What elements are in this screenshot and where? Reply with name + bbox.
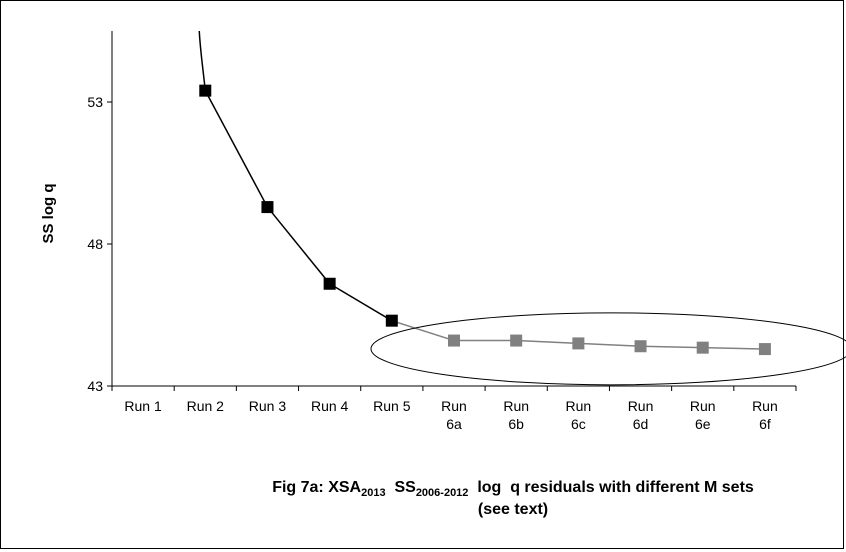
x-tick-label-line: Run 4: [311, 398, 349, 414]
x-tick-label-line: 6b: [508, 416, 524, 432]
y-axis-title: SS log q: [40, 184, 57, 244]
data-point-run-2: [199, 84, 212, 97]
series-line-segment: [640, 345, 703, 349]
highlight-ellipse: [370, 312, 846, 386]
caption-subscript-2: 2006-2012: [416, 487, 469, 499]
series-line-segment: [266, 206, 331, 285]
data-point-run-5: [385, 314, 398, 327]
data-point-run-6c: [572, 337, 585, 350]
axes: [111, 31, 796, 387]
x-tick-label: Run 6e: [690, 398, 716, 432]
x-tick-label: Run 6a: [441, 398, 467, 432]
x-tick-label: Run 3: [249, 398, 287, 414]
series-line-segment: [516, 339, 579, 345]
x-tick-label-line: Run 2: [187, 398, 225, 414]
series-line-segment: [391, 319, 455, 342]
caption-part-1: Fig 7a: XSA: [272, 479, 361, 496]
x-tick-label: Run 6f: [752, 398, 778, 432]
data-point-run-6d: [634, 340, 647, 353]
x-tick-label-line: 6a: [446, 416, 462, 432]
data-point-run-3: [261, 201, 274, 214]
x-tick-label: Run 1: [124, 398, 162, 414]
series-line-segment: [578, 342, 641, 347]
caption-part-2: SS: [386, 479, 417, 496]
x-tick-label-line: Run: [752, 398, 778, 414]
data-point-run-4: [323, 277, 336, 290]
x-tick-label-line: Run 5: [373, 398, 411, 414]
x-tick-label-line: 6e: [695, 416, 711, 432]
x-tick-label-line: Run: [566, 398, 592, 414]
figure-caption-line-2: (see text): [478, 501, 548, 518]
series-line-segment: [329, 283, 393, 322]
series-group: [198, 30, 771, 356]
x-tick-label: Run 6c: [566, 398, 592, 432]
x-tick-label: Run 6b: [503, 398, 529, 432]
x-tick-label-line: 6f: [759, 416, 771, 432]
series-line-segment: [204, 90, 269, 208]
x-tick-label-line: 6c: [571, 416, 586, 432]
x-tick-label-line: Run 1: [124, 398, 162, 414]
x-tick-label-line: 6d: [633, 416, 649, 432]
x-tick-label-line: Run 3: [249, 398, 287, 414]
x-tick-label: Run 4: [311, 398, 349, 414]
x-tick-label-line: Run: [690, 398, 716, 414]
y-axis-ticks: 43 48 53: [87, 94, 112, 394]
series-line-segment-offscale: [198, 30, 207, 91]
x-tick-label-line: Run: [628, 398, 654, 414]
x-tick-label: Run 2: [187, 398, 225, 414]
caption-part-3: log q residuals with different M sets: [468, 479, 753, 496]
data-point-run-6e: [696, 341, 709, 354]
y-tick-label: 48: [87, 236, 103, 252]
x-tick-label: Run 6d: [628, 398, 654, 432]
x-axis-ticks: Run 1 Run 2 Run 3 Run 4 Run 5 Run 6a Run 6b Run 6c…: [111, 386, 797, 432]
x-tick-label: Run 5: [373, 398, 411, 414]
caption-subscript-1: 2013: [361, 487, 385, 499]
series-line-segment: [702, 346, 765, 350]
y-tick-label: 53: [87, 94, 103, 110]
annotations: [370, 312, 846, 386]
x-tick-label-line: Run: [503, 398, 529, 414]
data-point-run-6f: [758, 343, 771, 356]
y-tick-label: 43: [87, 378, 103, 394]
data-point-run-6a: [448, 334, 460, 347]
x-tick-label-line: Run: [441, 398, 467, 414]
data-point-run-6b: [510, 334, 523, 347]
figure-caption-line-1: Fig 7a: XSA2013 SS2006-2012 log q residu…: [272, 479, 754, 499]
